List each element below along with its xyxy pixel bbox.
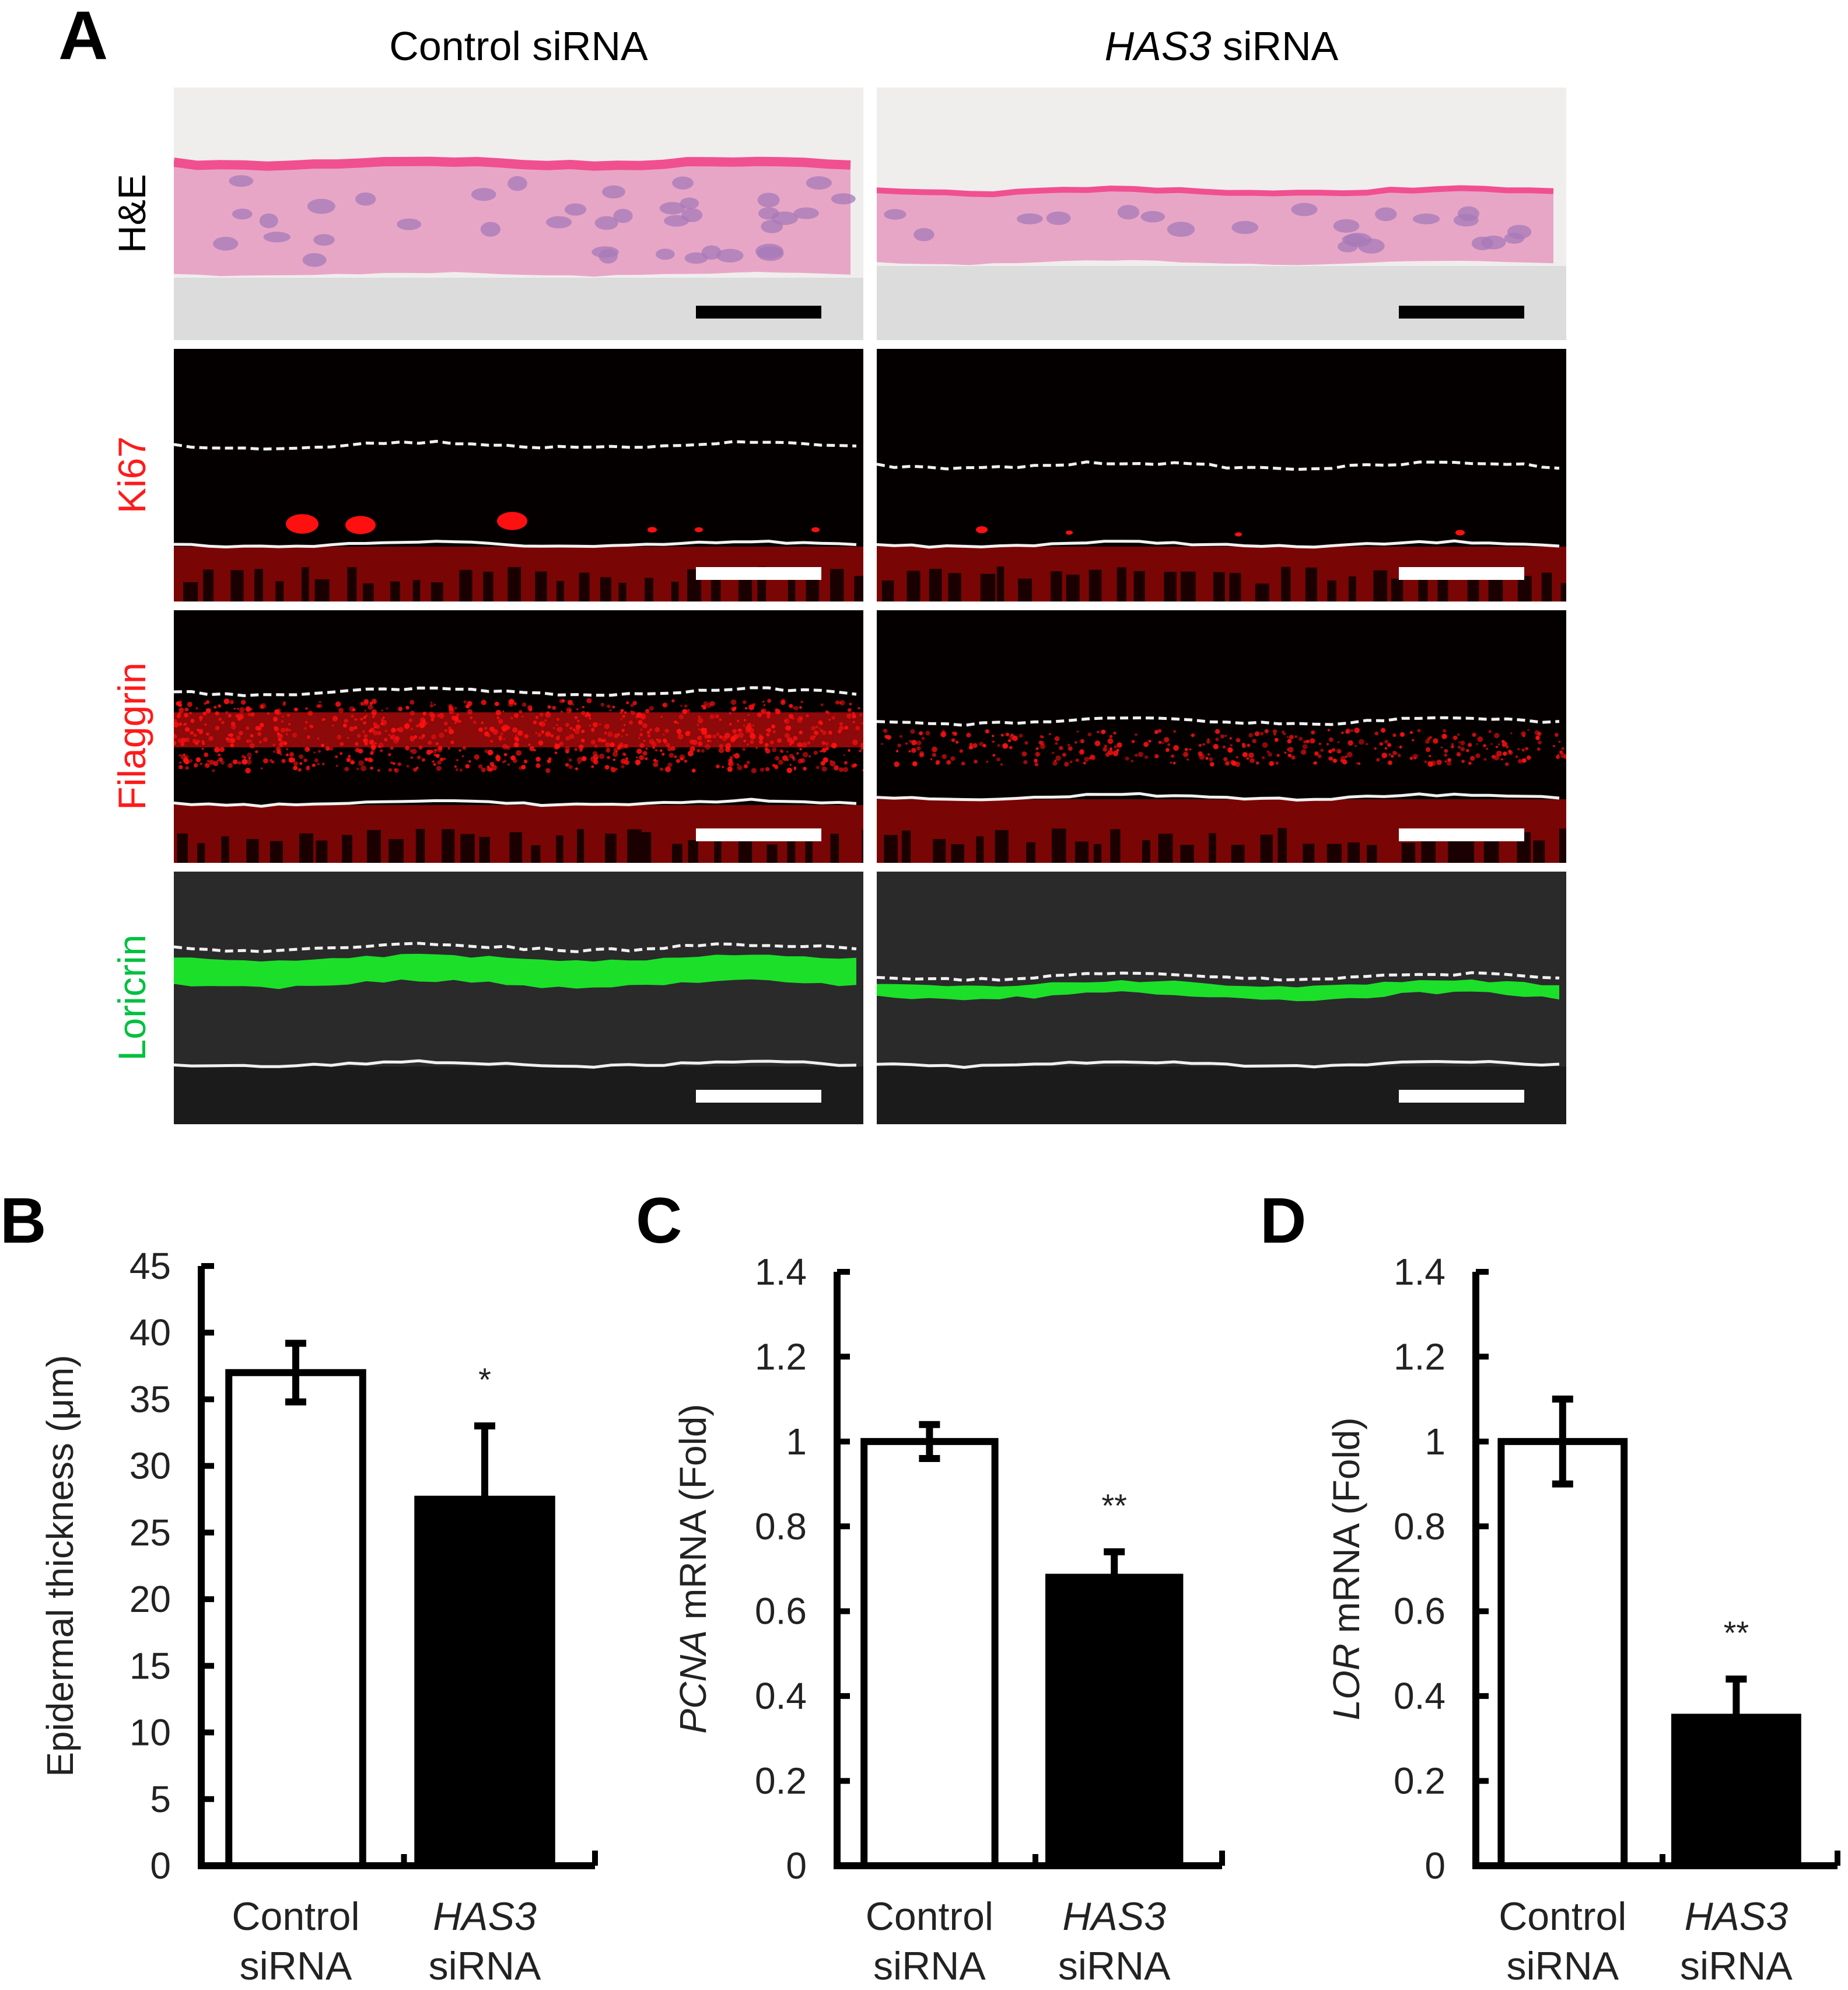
chart-c-significance: ** — [1101, 1487, 1127, 1524]
chart-b-bar-1 — [225, 1369, 366, 1869]
micrograph-filaggrin-has3 — [877, 610, 1566, 863]
chart-b-tick-label: 15 — [130, 1645, 171, 1687]
chart-d-tick-label: 1.2 — [1394, 1335, 1446, 1377]
chart-d-significance: ** — [1724, 1614, 1749, 1651]
chart-b-tick-label: 35 — [130, 1378, 171, 1420]
column-title-has3-text: siRNA — [1211, 23, 1339, 69]
row-label-ki67: Ki67 — [110, 436, 153, 514]
column-title-has3: HAS3 siRNA — [877, 26, 1566, 67]
chart-d-tick-label: 0.8 — [1394, 1505, 1446, 1547]
micrograph-loricrin-has3 — [877, 872, 1566, 1124]
chart-c-ylabel: PCNA mRNA (Fold) — [672, 1404, 714, 1733]
micrograph-ki67-has3 — [877, 349, 1566, 601]
chart-c-category-label: siRNA — [1058, 1944, 1171, 1988]
chart-d-bar-1 — [1497, 1438, 1628, 1870]
chart-c-plot: 0 0.2 0.4 0.6 0.8 1 1.2 1.4 PCNA mRNA (Fold) Cont… — [672, 1251, 1225, 1988]
chart-c: 0 0.2 0.4 0.6 0.8 1 1.2 1.4 PCNA mRNA (Fold) Cont… — [636, 1185, 1225, 1988]
chart-d-plot: 0 0.2 0.4 0.6 0.8 1 1.2 1.4 LOR mRNA (Fold) Contr… — [1325, 1251, 1840, 1988]
chart-c-tick-label: 1.4 — [755, 1251, 807, 1293]
chart-b-significance: * — [478, 1361, 491, 1398]
chart-b-tick-label: 25 — [130, 1512, 171, 1554]
chart-b-bar-2 — [414, 1495, 555, 1869]
chart-d-tick-label: 0.6 — [1394, 1590, 1446, 1632]
chart-c-bar-2 — [1045, 1573, 1184, 1869]
chart-b-tick-label: 10 — [130, 1712, 171, 1754]
chart-d-category-label: HAS3 — [1685, 1894, 1788, 1939]
chart-c-tick-label: 0.4 — [755, 1675, 807, 1717]
column-title-control: Control siRNA — [174, 26, 863, 67]
chart-c-tick-label: 1 — [786, 1421, 807, 1463]
chart-b-category-label: siRNA — [240, 1944, 352, 1988]
chart-d-bar-2 — [1671, 1713, 1801, 1869]
micrograph-he-has3 — [877, 88, 1566, 340]
chart-b-category-label: HAS3 — [433, 1894, 537, 1939]
chart-d-tick-label: 1 — [1424, 1421, 1446, 1463]
micrograph-loricrin-control — [174, 872, 863, 1124]
chart-b-tick-label: 40 — [130, 1311, 171, 1354]
chart-c-tick-label: 0 — [786, 1845, 807, 1887]
panel-a-letter: A — [58, 0, 108, 74]
micrograph-ki67-control — [174, 349, 863, 601]
micrograph-he-control — [174, 88, 863, 340]
chart-d-tick-label: 0.4 — [1394, 1675, 1446, 1717]
chart-d-tick-label: 0 — [1424, 1845, 1446, 1887]
chart-b-category-label: siRNA — [429, 1944, 541, 1988]
panel-d-letter: D — [1260, 1185, 1306, 1257]
chart-c-tick-label: 1.2 — [755, 1335, 807, 1377]
chart-b-category-label: Control — [232, 1894, 359, 1939]
chart-b-tick-label: 30 — [130, 1445, 171, 1487]
panel-c-letter: C — [636, 1185, 682, 1257]
chart-b-tick-label: 5 — [150, 1778, 171, 1820]
chart-c-bar-1 — [860, 1438, 999, 1870]
chart-d-ylabel: LOR mRNA (Fold) — [1325, 1417, 1367, 1720]
panel-b-letter: B — [0, 1185, 46, 1257]
chart-d-category-label: Control — [1499, 1894, 1626, 1939]
column-title-has3-italic: HAS3 — [1104, 23, 1212, 69]
chart-c-tick-label: 0.6 — [755, 1590, 807, 1632]
chart-c-tick-label: 0.8 — [755, 1505, 807, 1547]
chart-c-category-label: Control — [866, 1894, 993, 1939]
row-label-h-e: H&E — [110, 174, 153, 253]
row-label-filaggrin: Filaggrin — [110, 662, 153, 810]
chart-b-ylabel: Epidermal thickness (μm) — [39, 1355, 81, 1776]
chart-c-category-label: siRNA — [873, 1944, 986, 1988]
chart-d-category-label: siRNA — [1506, 1944, 1619, 1988]
chart-d-tick-label: 1.4 — [1394, 1251, 1446, 1293]
row-label-loricrin: Loricrin — [110, 934, 153, 1061]
chart-b-tick-label: 0 — [150, 1845, 171, 1887]
chart-d-category-label: siRNA — [1680, 1944, 1793, 1988]
chart-b-plot: 0 5 10 15 20 25 30 35 40 45 Epidermal thickness (μ… — [39, 1245, 598, 1988]
chart-d: 0 0.2 0.4 0.6 0.8 1 1.2 1.4 LOR mRNA (Fold) Contr… — [1260, 1185, 1840, 1988]
chart-c-tick-label: 0.2 — [755, 1760, 807, 1802]
chart-b: 0 5 10 15 20 25 30 35 40 45 Epidermal thickness (μ… — [0, 1185, 598, 1988]
chart-d-tick-label: 0.2 — [1394, 1760, 1446, 1802]
micrograph-filaggrin-control — [174, 610, 863, 863]
chart-c-category-label: HAS3 — [1062, 1894, 1166, 1939]
chart-b-tick-label: 20 — [130, 1578, 171, 1620]
column-title-control-text: Control siRNA — [389, 23, 648, 69]
chart-b-tick-label: 45 — [130, 1245, 171, 1287]
